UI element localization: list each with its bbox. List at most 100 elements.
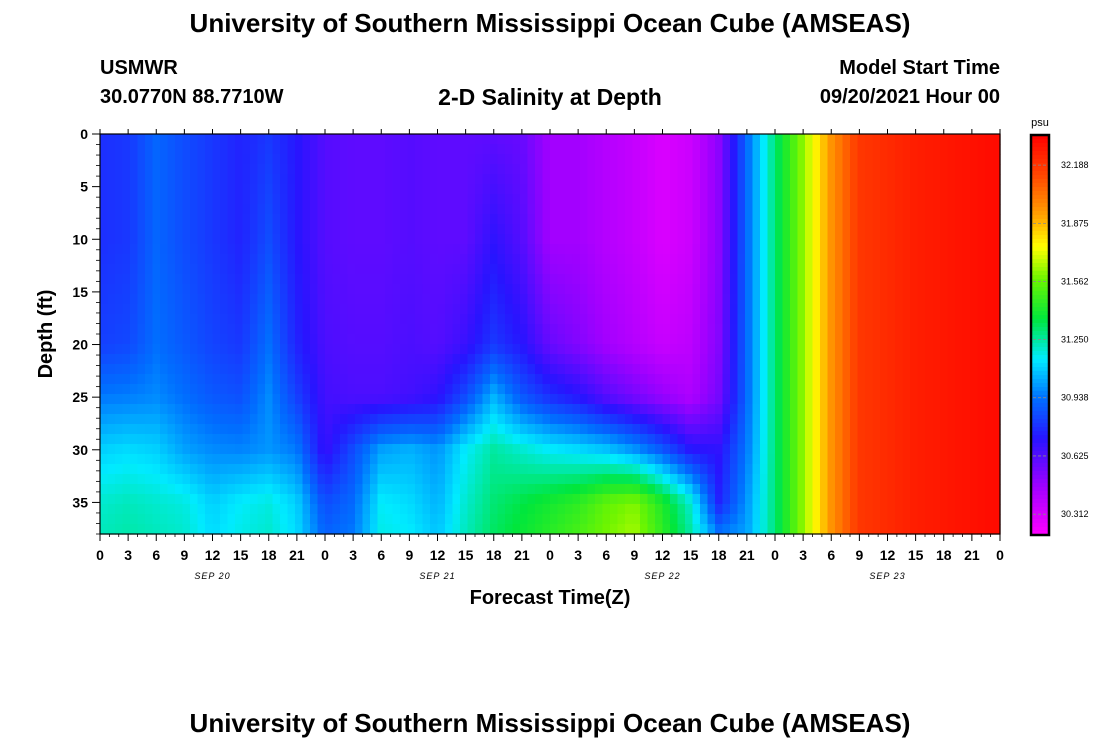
heatmap-cell: [205, 314, 214, 325]
heatmap-cell: [805, 354, 814, 365]
heatmap-cell: [257, 524, 266, 535]
heatmap-cell: [737, 484, 746, 495]
heatmap-cell: [985, 194, 994, 205]
heatmap-cell: [895, 264, 904, 275]
heatmap-cell: [370, 204, 379, 215]
heatmap-cell: [392, 434, 401, 445]
heatmap-cell: [227, 464, 236, 475]
heatmap-cell: [130, 134, 139, 145]
heatmap-cell: [265, 334, 274, 345]
heatmap-cell: [910, 224, 919, 235]
heatmap-cell: [152, 434, 161, 445]
heatmap-cell: [242, 184, 251, 195]
heatmap-cell: [377, 314, 386, 325]
heatmap-cell: [302, 494, 311, 505]
heatmap-cell: [730, 184, 739, 195]
heatmap-cell: [167, 234, 176, 245]
heatmap-cell: [167, 154, 176, 165]
heatmap-cell: [715, 374, 724, 385]
heatmap-cell: [925, 284, 934, 295]
heatmap-cell: [872, 254, 881, 265]
heatmap-cell: [205, 364, 214, 375]
heatmap-cell: [760, 384, 769, 395]
heatmap-cell: [925, 394, 934, 405]
heatmap-cell: [107, 134, 116, 145]
heatmap-cell: [820, 144, 829, 155]
heatmap-cell: [550, 294, 559, 305]
heatmap-cell: [332, 364, 341, 375]
heatmap-cell: [520, 334, 529, 345]
heatmap-cell: [452, 394, 461, 405]
heatmap-cell: [325, 134, 334, 145]
heatmap-cell: [490, 404, 499, 415]
heatmap-cell: [190, 194, 199, 205]
heatmap-cell: [910, 444, 919, 455]
heatmap-cell: [977, 284, 986, 295]
heatmap-cell: [970, 524, 979, 535]
heatmap-cell: [370, 194, 379, 205]
heatmap-cell: [955, 364, 964, 375]
heatmap-cell: [182, 304, 191, 315]
heatmap-cell: [370, 524, 379, 535]
heatmap-cell: [610, 194, 619, 205]
heatmap-cell: [662, 134, 671, 145]
heatmap-cell: [940, 234, 949, 245]
heatmap-cell: [662, 234, 671, 245]
heatmap-cell: [602, 144, 611, 155]
heatmap-cell: [212, 434, 221, 445]
heatmap-cell: [370, 474, 379, 485]
heatmap-cell: [685, 404, 694, 415]
heatmap-cell: [235, 394, 244, 405]
x-tick-label: 3: [574, 547, 582, 563]
heatmap-cell: [790, 324, 799, 335]
heatmap-cell: [340, 404, 349, 415]
heatmap-cell: [460, 244, 469, 255]
heatmap-cell: [407, 354, 416, 365]
heatmap-cell: [790, 414, 799, 425]
heatmap-cell: [467, 404, 476, 415]
heatmap-cell: [392, 444, 401, 455]
heatmap-cell: [835, 404, 844, 415]
heatmap-cell: [865, 344, 874, 355]
heatmap-cell: [310, 374, 319, 385]
heatmap-cell: [415, 414, 424, 425]
heatmap-cell: [760, 504, 769, 515]
heatmap-cell: [745, 354, 754, 365]
heatmap-cell: [197, 524, 206, 535]
heatmap-cell: [280, 484, 289, 495]
heatmap-cell: [482, 194, 491, 205]
heatmap-cell: [685, 194, 694, 205]
heatmap-cell: [205, 174, 214, 185]
heatmap-cell: [280, 464, 289, 475]
heatmap-cell: [692, 514, 701, 525]
heatmap-cell: [970, 264, 979, 275]
heatmap-cell: [662, 354, 671, 365]
heatmap-cell: [272, 174, 281, 185]
heatmap-cell: [205, 144, 214, 155]
heatmap-cell: [812, 494, 821, 505]
heatmap-cell: [872, 494, 881, 505]
heatmap-cell: [347, 194, 356, 205]
heatmap-cell: [910, 514, 919, 525]
heatmap-cell: [310, 294, 319, 305]
heatmap-cell: [190, 454, 199, 465]
heatmap-cell: [782, 314, 791, 325]
heatmap-cell: [265, 164, 274, 175]
heatmap-cell: [970, 174, 979, 185]
heatmap-cell: [467, 304, 476, 315]
heatmap-cell: [220, 314, 229, 325]
heatmap-cell: [722, 284, 731, 295]
heatmap-cell: [707, 174, 716, 185]
heatmap-cell: [887, 424, 896, 435]
heatmap-cell: [542, 324, 551, 335]
heatmap-cell: [970, 364, 979, 375]
heatmap-cell: [565, 294, 574, 305]
heatmap-cell: [520, 494, 529, 505]
heatmap-cell: [347, 314, 356, 325]
heatmap-cell: [107, 204, 116, 215]
heatmap-cell: [745, 424, 754, 435]
heatmap-cell: [310, 444, 319, 455]
heatmap-cell: [850, 434, 859, 445]
heatmap-cell: [805, 484, 814, 495]
heatmap-cell: [467, 234, 476, 245]
